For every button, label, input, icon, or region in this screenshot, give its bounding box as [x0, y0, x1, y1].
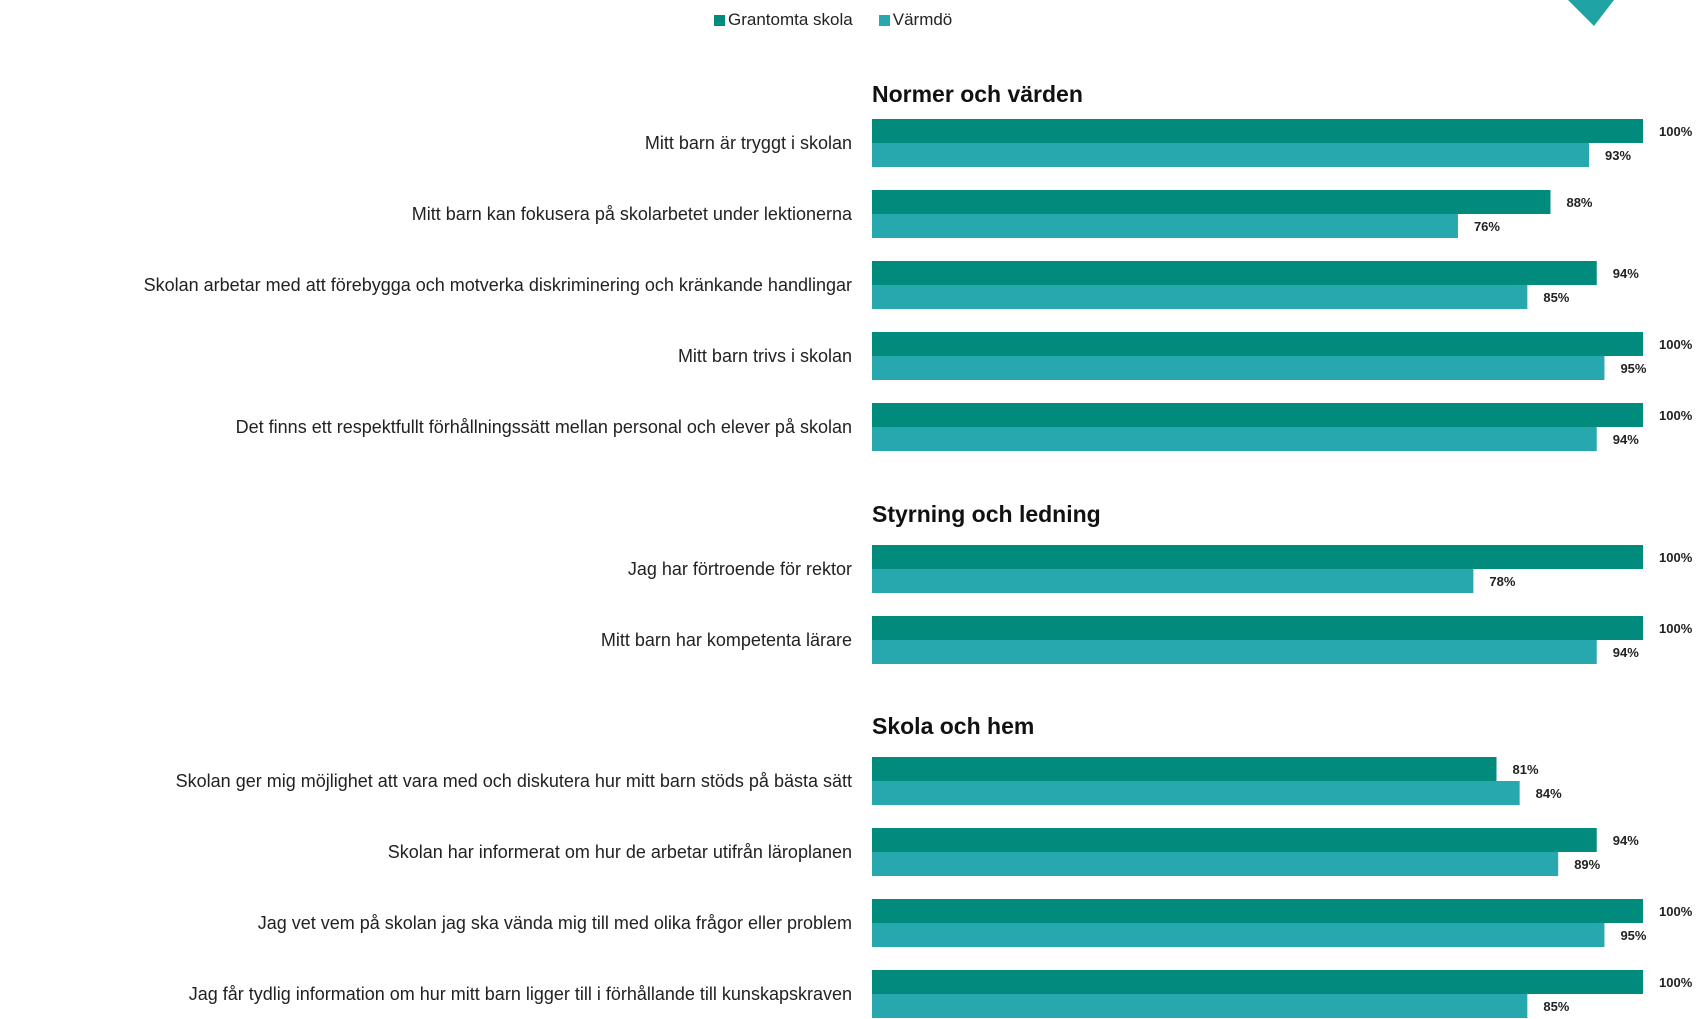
- value-label-varmdo: 94%: [1613, 645, 1639, 660]
- bar-grantomta: [872, 403, 1643, 427]
- value-label-varmdo: 85%: [1543, 999, 1569, 1014]
- bar-varmdo: [872, 214, 1458, 238]
- bar-varmdo: [872, 994, 1528, 1018]
- value-label-varmdo: 85%: [1543, 290, 1569, 305]
- category-label: Det finns ett respektfullt förhållningss…: [236, 417, 852, 437]
- value-label-grantomta: 100%: [1659, 904, 1693, 919]
- bar-varmdo: [872, 852, 1559, 876]
- legend-label-grantomta: Grantomta skola: [728, 10, 853, 29]
- category-label: Skolan har informerat om hur de arbetar …: [388, 842, 852, 862]
- chart-legend: Grantomta skola Värmdö: [714, 10, 978, 30]
- category-label: Jag har förtroende för rektor: [628, 559, 852, 579]
- value-label-grantomta: 100%: [1659, 550, 1693, 565]
- value-label-grantomta: 94%: [1613, 266, 1639, 281]
- bar-varmdo: [872, 143, 1590, 167]
- value-label-grantomta: 81%: [1513, 762, 1539, 777]
- bar-grantomta: [872, 899, 1643, 923]
- value-label-varmdo: 95%: [1620, 928, 1646, 943]
- value-label-varmdo: 95%: [1620, 361, 1646, 376]
- value-label-grantomta: 94%: [1613, 833, 1639, 848]
- category-label: Mitt barn trivs i skolan: [678, 346, 852, 366]
- value-label-grantomta: 100%: [1659, 621, 1693, 636]
- value-label-grantomta: 100%: [1659, 337, 1693, 352]
- value-label-grantomta: 100%: [1659, 975, 1693, 990]
- category-label: Jag vet vem på skolan jag ska vända mig …: [258, 913, 852, 933]
- value-label-varmdo: 89%: [1574, 857, 1600, 872]
- bar-varmdo: [872, 640, 1597, 664]
- category-label: Mitt barn kan fokusera på skolarbetet un…: [412, 204, 853, 224]
- value-label-grantomta: 100%: [1659, 124, 1693, 139]
- bar-grantomta: [872, 828, 1597, 852]
- bar-grantomta: [872, 970, 1643, 994]
- bar-varmdo: [872, 356, 1605, 380]
- bar-grantomta: [872, 119, 1643, 143]
- value-label-varmdo: 94%: [1613, 432, 1639, 447]
- bar-grantomta: [872, 190, 1551, 214]
- value-label-grantomta: 88%: [1566, 195, 1592, 210]
- bar-varmdo: [872, 923, 1605, 947]
- value-label-varmdo: 93%: [1605, 148, 1631, 163]
- legend-swatch-varmdo: [878, 14, 890, 26]
- bar-varmdo: [872, 569, 1474, 593]
- category-label: Mitt barn är tryggt i skolan: [645, 133, 852, 153]
- value-label-varmdo: 76%: [1474, 219, 1500, 234]
- legend-item-varmdo: Värmdö: [878, 10, 953, 30]
- category-label: Jag får tydlig information om hur mitt b…: [189, 984, 852, 1004]
- bar-grantomta: [872, 332, 1643, 356]
- legend-label-varmdo: Värmdö: [892, 10, 953, 29]
- section-title: Skola och hem: [872, 713, 1034, 739]
- category-label: Mitt barn har kompetenta lärare: [601, 630, 852, 650]
- bar-varmdo: [872, 781, 1520, 805]
- category-label: Skolan arbetar med att förebygga och mot…: [144, 275, 852, 295]
- section-title: Normer och värden: [872, 81, 1083, 107]
- bar-grantomta: [872, 545, 1643, 569]
- bar-varmdo: [872, 427, 1597, 451]
- bar-grantomta: [872, 757, 1497, 781]
- category-label: Skolan ger mig möjlighet att vara med oc…: [176, 771, 852, 791]
- bar-grantomta: [872, 261, 1597, 285]
- legend-swatch-grantomta: [714, 14, 725, 26]
- value-label-varmdo: 78%: [1489, 574, 1515, 589]
- value-label-varmdo: 84%: [1536, 786, 1562, 801]
- legend-item-grantomta: Grantomta skola: [714, 10, 853, 30]
- bar-grantomta: [872, 616, 1643, 640]
- bar-varmdo: [872, 285, 1528, 309]
- section-title: Styrning och ledning: [872, 501, 1101, 527]
- logo-corner-icon: [1568, 0, 1614, 26]
- value-label-grantomta: 100%: [1659, 408, 1693, 423]
